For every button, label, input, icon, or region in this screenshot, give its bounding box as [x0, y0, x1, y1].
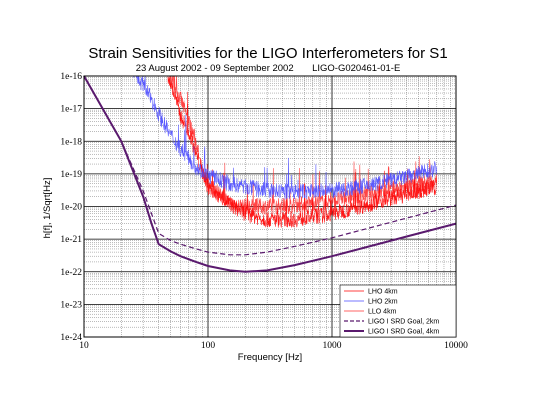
series-layer — [83, 75, 457, 273]
y-tick-label: 1e-16 — [60, 72, 82, 82]
legend-label: LHO 2km — [368, 299, 398, 306]
x-tick-label: 100 — [201, 341, 216, 351]
x-axis-label: Frequency [Hz] — [238, 352, 302, 363]
legend: LHO 4km LHO 2km LLO 4km LIGO I SRD Goal, 2k… — [339, 284, 457, 338]
series-line-lho-2km — [121, 75, 438, 200]
x-tick-label: 10000 — [444, 341, 468, 351]
chart-title: Strain Sensitivities for the LIGO Interf… — [88, 45, 447, 62]
x-tick-label: 10 — [79, 341, 89, 351]
y-tick-label: 1e-22 — [60, 268, 82, 278]
plot-frame — [83, 75, 457, 338]
chart-subtitle: 23 August 2002 - 09 September 2002 LIGO-… — [136, 63, 401, 74]
y-tick-label: 1e-21 — [60, 235, 82, 245]
y-tick-label: 1e-20 — [60, 203, 82, 213]
y-tick-label: 1e-23 — [60, 300, 82, 310]
y-tick-label: 1e-24 — [60, 333, 82, 343]
legend-label: LIGO I SRD Goal, 4km — [368, 329, 439, 336]
legend-label: LIGO I SRD Goal, 2km — [368, 319, 439, 326]
y-tick-label: 1e-18 — [60, 137, 82, 147]
legend-label: LHO 4km — [368, 289, 398, 296]
y-axis-label: h[f], 1/Sqrt[Hz] — [42, 178, 53, 239]
y-tick-label: 1e-19 — [60, 170, 82, 180]
tick-labels: 10 100 1000 10000 1e-24 1e-23 1e-22 1e-21 1e-20 1… — [60, 72, 468, 351]
y-tick-label: 1e-17 — [60, 105, 82, 115]
x-tick-label: 1000 — [323, 341, 342, 351]
series-line-ligo-i-srd-goal-2km — [83, 75, 457, 256]
series-line-ligo-i-srd-goal-4km — [83, 75, 457, 273]
legend-label: LLO 4km — [368, 309, 397, 316]
